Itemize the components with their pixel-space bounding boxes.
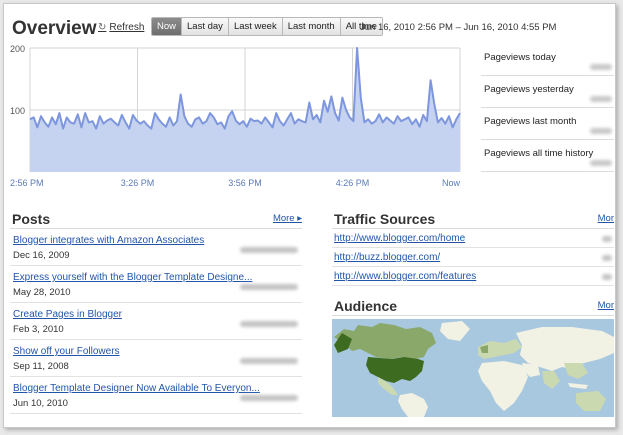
list-item: Blogger Template Designer Now Available … xyxy=(10,377,302,414)
list-item: http://www.blogger.com/features xyxy=(332,267,614,286)
list-item: http://buzz.blogger.com/ xyxy=(332,248,614,267)
post-pageviews-blurred xyxy=(240,395,298,401)
map-usa xyxy=(366,357,424,383)
map-uk xyxy=(480,345,488,353)
traffic-header: Traffic Sources Mor xyxy=(332,209,614,229)
list-item: Blogger integrates with Amazon Associate… xyxy=(10,229,302,266)
x-tick-label: 2:56 PM xyxy=(10,178,44,188)
x-tick-label: 3:56 PM xyxy=(228,178,262,188)
refresh-link[interactable]: ↻ Refresh xyxy=(98,22,144,33)
stat-value-blurred xyxy=(590,96,612,102)
tab-last-week[interactable]: Last week xyxy=(228,18,283,35)
tab-last-day[interactable]: Last day xyxy=(182,18,229,35)
x-tick-label: 4:26 PM xyxy=(336,178,370,188)
posts-header: Posts More ▸ xyxy=(10,209,302,229)
map-middle-east xyxy=(522,363,540,377)
map-india xyxy=(542,371,560,389)
refresh-label: Refresh xyxy=(109,22,145,33)
audience-title: Audience xyxy=(334,297,398,314)
map-europe xyxy=(478,339,522,359)
source-count-blurred xyxy=(602,236,612,242)
list-item: Express yourself with the Blogger Templa… xyxy=(10,266,302,303)
x-tick-label: Now xyxy=(442,178,461,188)
map-alaska xyxy=(334,333,352,353)
post-pageviews-blurred xyxy=(240,284,298,290)
traffic-title: Traffic Sources xyxy=(334,210,436,227)
pageviews-line xyxy=(29,47,461,130)
stat-value-blurred xyxy=(590,160,612,166)
stat-pageviews-last-month: Pageviews last month xyxy=(481,108,614,140)
post-link[interactable]: Express yourself with the Blogger Templa… xyxy=(13,272,253,283)
analytics-panel: Overview ↻ Refresh Now Last day Last wee… xyxy=(3,3,616,428)
date-range: Jun 16, 2010 2:56 PM – Jun 16, 2010 4:55… xyxy=(360,22,557,33)
stat-label: Pageviews all time history xyxy=(484,148,594,159)
post-link[interactable]: Create Pages in Blogger xyxy=(13,309,122,320)
map-africa xyxy=(478,361,528,411)
stat-pageviews-all-time: Pageviews all time history xyxy=(481,140,614,172)
stat-label: Pageviews last month xyxy=(484,116,577,127)
audience-section: Audience Mor xyxy=(332,296,614,417)
traffic-more-link[interactable]: Mor xyxy=(597,213,614,224)
map-south-america xyxy=(398,393,428,417)
tab-last-month[interactable]: Last month xyxy=(282,18,341,35)
stat-pageviews-yesterday: Pageviews yesterday xyxy=(481,76,614,108)
post-date: Jun 10, 2010 xyxy=(13,398,68,409)
pageviews-chart: 200 100 2:56 PM 3:26 PM 3:56 PM 4:26 PM Now xyxy=(10,44,462,190)
stat-value-blurred xyxy=(590,64,612,70)
source-link[interactable]: http://buzz.blogger.com/ xyxy=(334,252,441,263)
post-date: Sep 11, 2008 xyxy=(13,361,69,372)
y-tick-label: 100 xyxy=(10,106,25,116)
tab-now[interactable]: Now xyxy=(152,18,183,35)
pageviews-area xyxy=(30,48,460,172)
posts-title: Posts xyxy=(12,210,51,227)
map-asia xyxy=(516,327,614,371)
post-pageviews-blurred xyxy=(240,321,298,327)
map-indonesia xyxy=(568,383,588,389)
y-tick-label: 200 xyxy=(10,44,25,54)
posts-section: Posts More ▸ Blogger integrates with Ama… xyxy=(10,209,302,414)
stat-label: Pageviews today xyxy=(484,52,556,63)
stats-list: Pageviews today Pageviews yesterday Page… xyxy=(481,44,614,172)
time-range-tabs: Now Last day Last week Last month All ti… xyxy=(151,17,383,36)
map-canada xyxy=(334,323,436,359)
map-greenland xyxy=(440,321,470,341)
posts-more-link[interactable]: More ▸ xyxy=(272,213,302,224)
post-pageviews-blurred xyxy=(240,247,298,253)
post-date: May 28, 2010 xyxy=(13,287,71,298)
post-pageviews-blurred xyxy=(240,358,298,364)
post-date: Dec 16, 2009 xyxy=(13,250,70,261)
stat-label: Pageviews yesterday xyxy=(484,84,574,95)
stat-value-blurred xyxy=(590,128,612,134)
x-tick-label: 3:26 PM xyxy=(121,178,155,188)
audience-header: Audience Mor xyxy=(332,296,614,316)
source-count-blurred xyxy=(602,255,612,261)
source-count-blurred xyxy=(602,274,612,280)
refresh-icon: ↻ xyxy=(98,22,107,33)
list-item: http://www.blogger.com/home xyxy=(332,229,614,248)
post-link[interactable]: Show off your Followers xyxy=(13,346,120,357)
list-item: Show off your Followers Sep 11, 2008 xyxy=(10,340,302,377)
map-mexico xyxy=(378,377,398,395)
world-map[interactable] xyxy=(332,319,614,417)
post-link[interactable]: Blogger integrates with Amazon Associate… xyxy=(13,235,205,246)
list-item: Create Pages in Blogger Feb 3, 2010 xyxy=(10,303,302,340)
post-date: Feb 3, 2010 xyxy=(13,324,64,335)
page-title: Overview xyxy=(12,18,97,39)
source-link[interactable]: http://www.blogger.com/home xyxy=(334,233,466,244)
source-link[interactable]: http://www.blogger.com/features xyxy=(334,271,477,282)
traffic-sources-section: Traffic Sources Mor http://www.blogger.c… xyxy=(332,209,614,286)
map-china xyxy=(564,363,588,379)
post-link[interactable]: Blogger Template Designer Now Available … xyxy=(13,383,260,394)
stat-pageviews-today: Pageviews today xyxy=(481,44,614,76)
map-australia xyxy=(576,391,606,411)
audience-more-link[interactable]: Mor xyxy=(597,300,614,311)
tab-all-time[interactable]: All time xyxy=(340,18,382,35)
